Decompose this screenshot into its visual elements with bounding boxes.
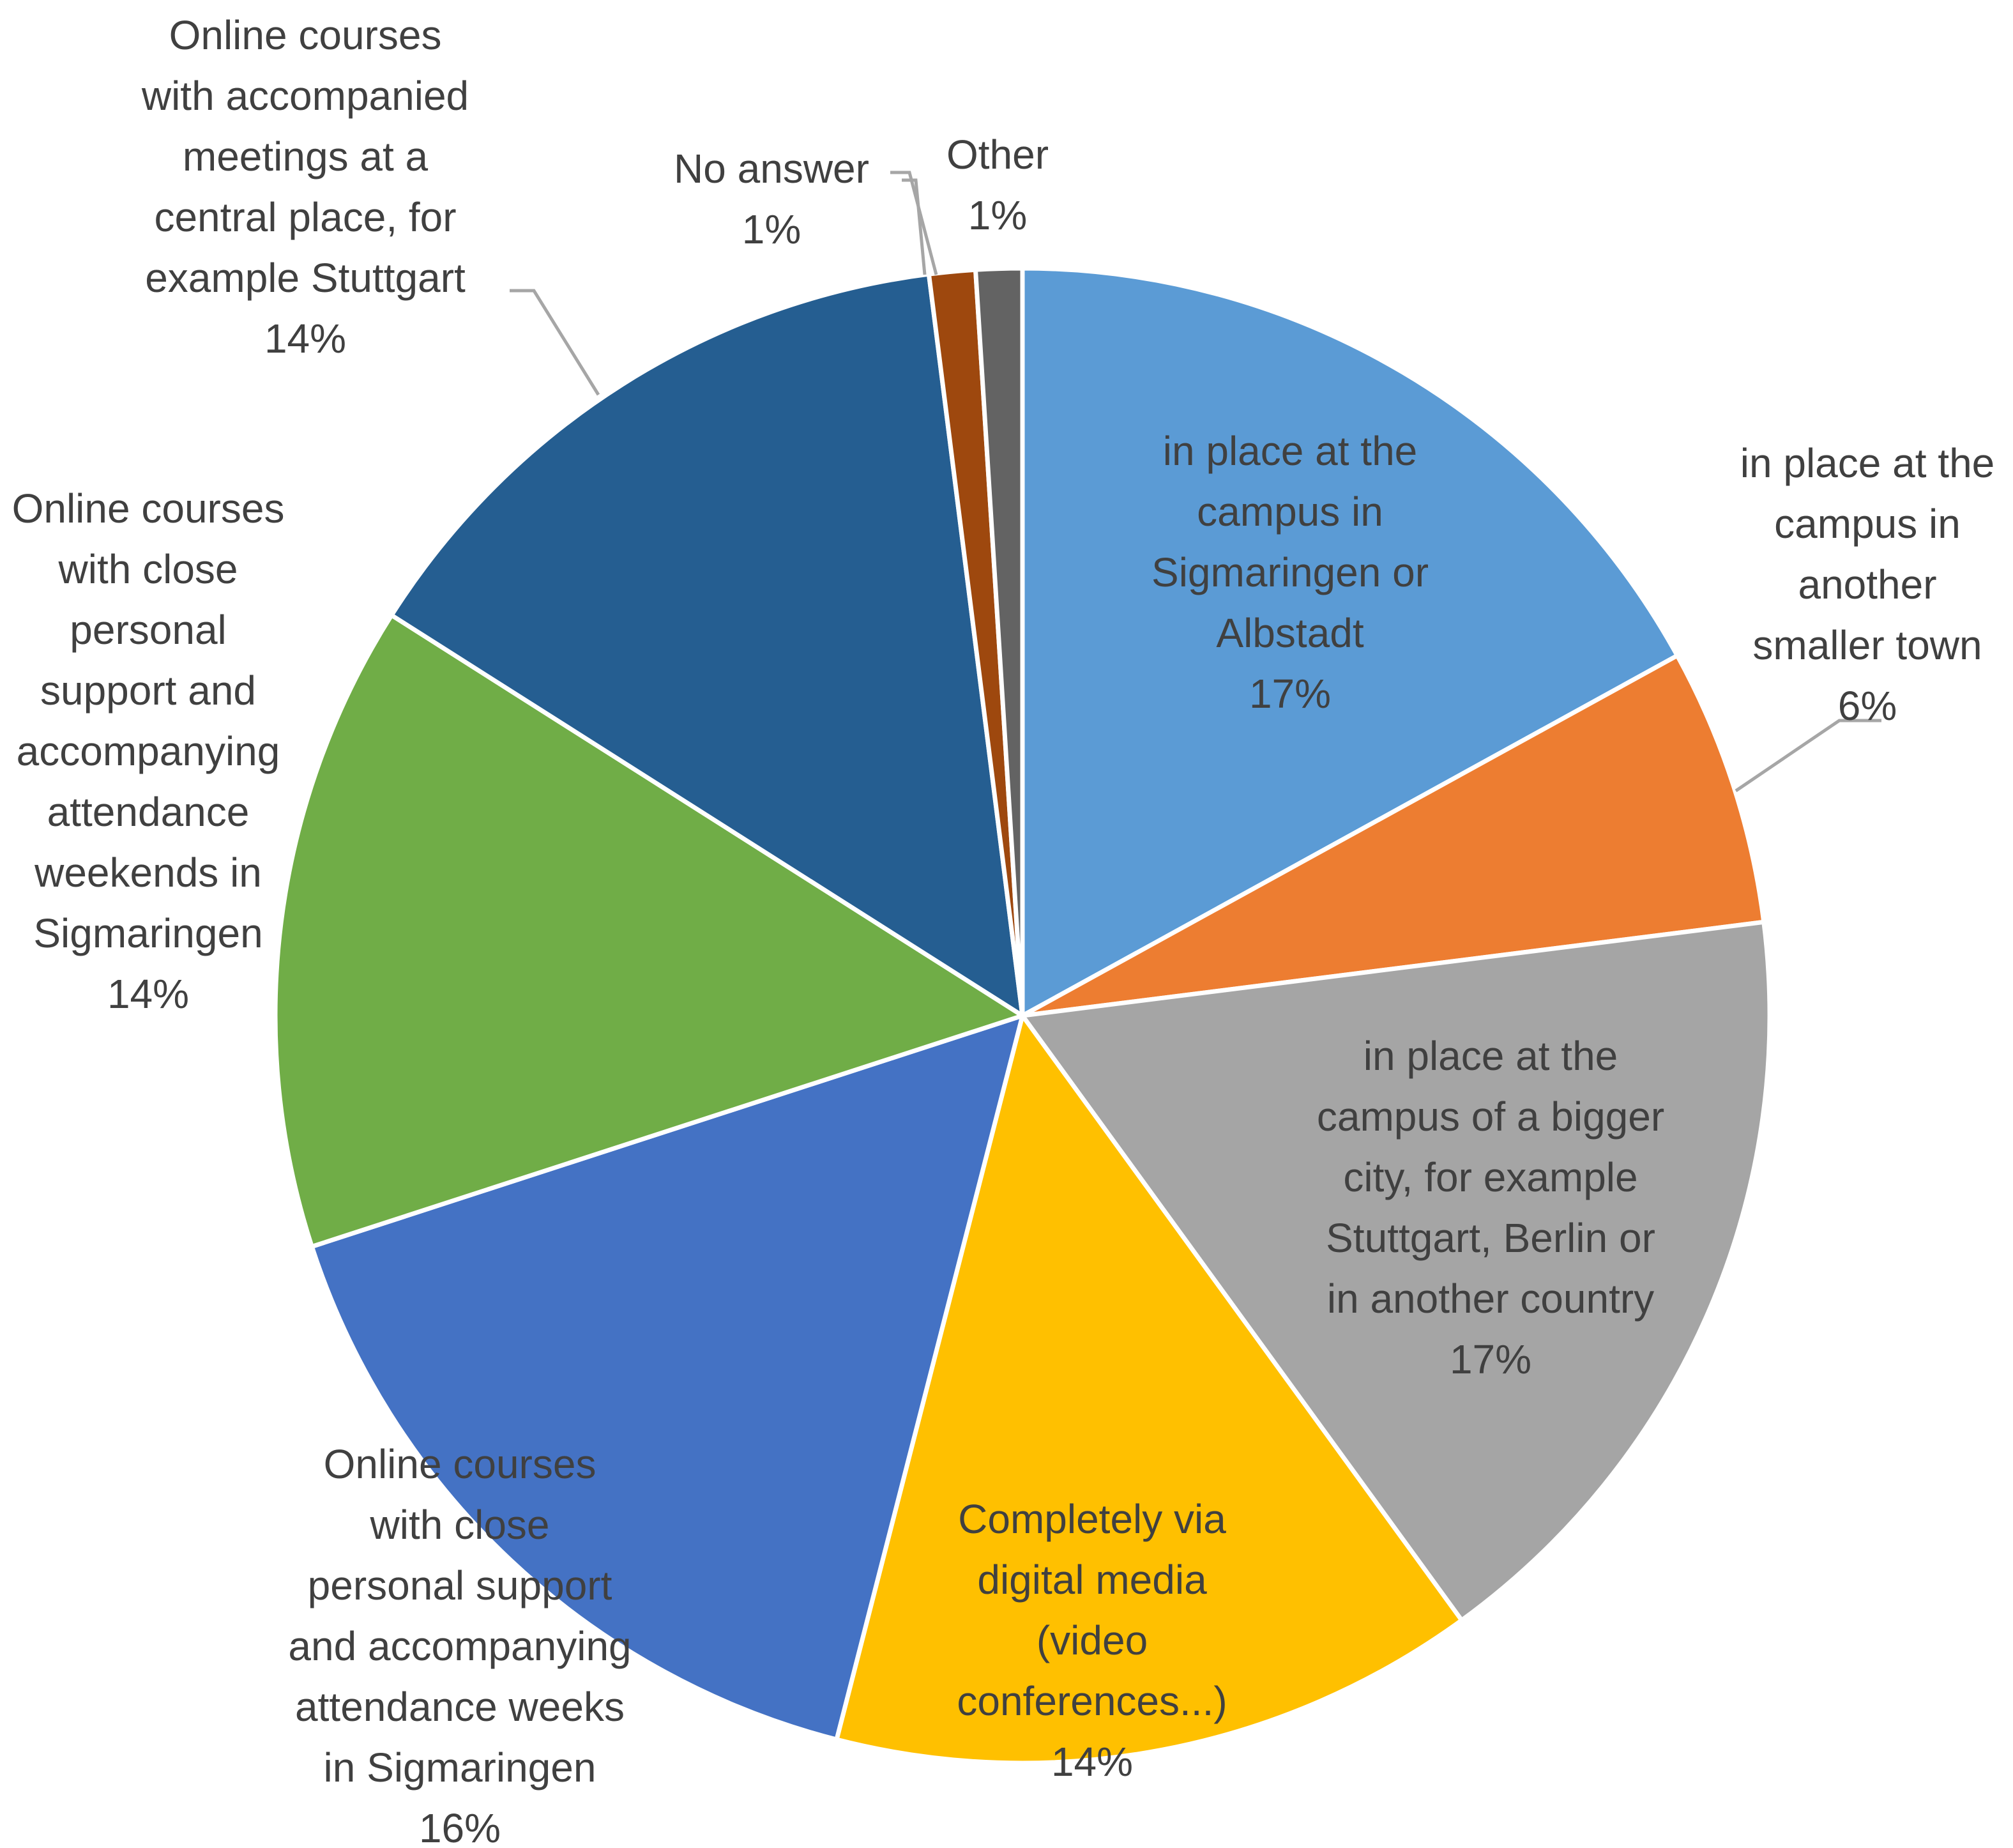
- pie-slice-7: [389, 271, 1025, 1018]
- slice-category-label: Online courses: [169, 12, 442, 58]
- slice-label-6: Online courses with close personal support …: [12, 485, 285, 1017]
- slice-category-label: campus in: [1774, 501, 1961, 547]
- leader-line-2: [1735, 719, 1881, 793]
- pie-slice-3: [1020, 919, 1772, 1623]
- slice-label-7: Online courses with accompanied meetings a…: [141, 12, 469, 362]
- slice-category-label: Sigmaringen: [33, 910, 262, 956]
- slice-category-label: with close: [58, 546, 238, 592]
- leader-line-8: [890, 171, 938, 275]
- slice-category-label: and accompanying: [288, 1623, 631, 1669]
- slice-category-label: Online courses: [12, 485, 285, 531]
- slice-category-label: digital media: [977, 1557, 1207, 1603]
- slice-category-label: Other: [946, 132, 1049, 178]
- leader-line-7: [510, 289, 600, 396]
- slice-value-label: 14%: [264, 316, 346, 362]
- slice-value-label: 14%: [1051, 1739, 1133, 1785]
- slice-category-label: in place at the: [1740, 440, 1995, 486]
- slice-value-label: 1%: [968, 192, 1028, 238]
- leader-lines: [510, 171, 1881, 793]
- slice-category-label: another: [1798, 561, 1936, 607]
- slice-category-label: meetings at a: [183, 134, 429, 179]
- slice-category-label: personal: [70, 607, 227, 653]
- slice-category-label: example Stuttgart: [145, 255, 466, 301]
- slice-value-label: 14%: [107, 971, 189, 1017]
- pie-slice-2: [1020, 653, 1766, 1018]
- slice-label-8: No answer 1%: [674, 146, 869, 252]
- slice-category-label: in Sigmaringen: [324, 1745, 596, 1791]
- slice-label-2: in place at the campus in another smaller t…: [1740, 440, 1995, 729]
- pie-slice-6: [273, 613, 1025, 1249]
- slice-label-4: Completely via digital media (video confere…: [957, 1496, 1227, 1785]
- pie-slice-4: [834, 1013, 1464, 1766]
- slice-category-label: central place, for: [154, 194, 456, 240]
- slice-category-label: in place at the: [1163, 428, 1418, 474]
- slice-category-label: campus in: [1197, 489, 1383, 535]
- slice-category-label: support and: [40, 668, 256, 714]
- slice-category-label: attendance: [47, 789, 250, 835]
- slice-category-label: Sigmaringen or: [1151, 549, 1429, 595]
- slice-label-9: Other 1%: [946, 132, 1049, 238]
- slice-category-label: Online courses: [324, 1441, 596, 1487]
- slice-value-label: 6%: [1838, 683, 1897, 729]
- slice-category-label: with accompanied: [141, 73, 469, 119]
- leader-line-9: [902, 178, 927, 275]
- slice-category-label: conferences...): [957, 1678, 1227, 1724]
- slice-category-label: in another country: [1327, 1276, 1654, 1322]
- pie-slice-1: [1020, 266, 1680, 1018]
- slice-label-3: in place at the campus of a bigger city, f…: [1317, 1033, 1664, 1382]
- slice-category-label: accompanying: [17, 728, 280, 774]
- slice-label-5: Online courses with close personal support…: [288, 1441, 631, 1848]
- pie-slice-9: [973, 266, 1025, 1018]
- slice-category-label: Albstadt: [1216, 610, 1364, 656]
- slice-value-label: 17%: [1450, 1336, 1531, 1382]
- slice-category-label: weekends in: [34, 850, 262, 896]
- pie-slices: [273, 266, 1772, 1766]
- slice-category-label: campus of a bigger: [1317, 1094, 1664, 1140]
- slice-category-label: in place at the: [1364, 1033, 1618, 1079]
- pie-slice-5: [309, 1013, 1025, 1742]
- slice-value-label: 16%: [419, 1805, 501, 1848]
- slice-value-label: 1%: [742, 206, 801, 252]
- slice-value-label: 17%: [1249, 671, 1331, 717]
- slice-category-label: Completely via: [958, 1496, 1226, 1542]
- slice-category-label: attendance weeks: [295, 1684, 625, 1730]
- slice-labels: in place at the campus in Sigmaringen or Al…: [12, 12, 1995, 1848]
- slice-category-label: with close: [370, 1502, 550, 1548]
- slice-category-label: No answer: [674, 146, 869, 192]
- slice-category-label: smaller town: [1752, 622, 1982, 668]
- slice-label-1: in place at the campus in Sigmaringen or Al…: [1151, 428, 1429, 717]
- slice-category-label: city, for example: [1343, 1154, 1637, 1200]
- slice-category-label: (video: [1037, 1617, 1148, 1663]
- slice-category-label: personal support: [308, 1562, 612, 1608]
- slice-category-label: Stuttgart, Berlin or: [1326, 1215, 1655, 1261]
